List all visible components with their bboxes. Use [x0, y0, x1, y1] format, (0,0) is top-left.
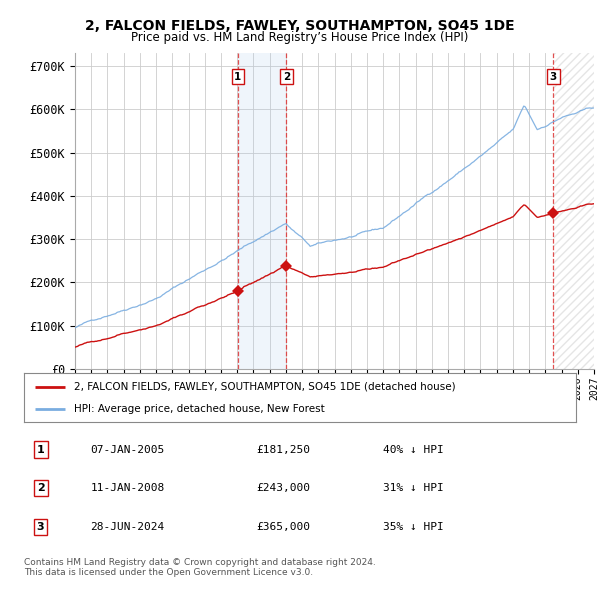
Bar	[553, 53, 594, 369]
Text: 2: 2	[37, 483, 44, 493]
Bar	[238, 53, 286, 369]
Text: 11-JAN-2008: 11-JAN-2008	[90, 483, 164, 493]
Text: £243,000: £243,000	[256, 483, 310, 493]
Text: 2: 2	[283, 72, 290, 82]
Text: Contains HM Land Registry data © Crown copyright and database right 2024.
This d: Contains HM Land Registry data © Crown c…	[24, 558, 376, 577]
Text: 1: 1	[37, 444, 44, 454]
Text: 2, FALCON FIELDS, FAWLEY, SOUTHAMPTON, SO45 1DE (detached house): 2, FALCON FIELDS, FAWLEY, SOUTHAMPTON, S…	[74, 382, 455, 392]
Text: 28-JUN-2024: 28-JUN-2024	[90, 522, 164, 532]
Text: 1: 1	[234, 72, 241, 82]
Text: £365,000: £365,000	[256, 522, 310, 532]
Text: 31% ↓ HPI: 31% ↓ HPI	[383, 483, 443, 493]
Text: 3: 3	[37, 522, 44, 532]
Text: 40% ↓ HPI: 40% ↓ HPI	[383, 444, 443, 454]
Text: 07-JAN-2005: 07-JAN-2005	[90, 444, 164, 454]
Bar	[553, 53, 594, 369]
Text: 35% ↓ HPI: 35% ↓ HPI	[383, 522, 443, 532]
Text: Price paid vs. HM Land Registry’s House Price Index (HPI): Price paid vs. HM Land Registry’s House …	[131, 31, 469, 44]
Text: HPI: Average price, detached house, New Forest: HPI: Average price, detached house, New …	[74, 404, 325, 414]
Text: £181,250: £181,250	[256, 444, 310, 454]
Text: 3: 3	[550, 72, 557, 82]
Text: 2, FALCON FIELDS, FAWLEY, SOUTHAMPTON, SO45 1DE: 2, FALCON FIELDS, FAWLEY, SOUTHAMPTON, S…	[85, 19, 515, 33]
